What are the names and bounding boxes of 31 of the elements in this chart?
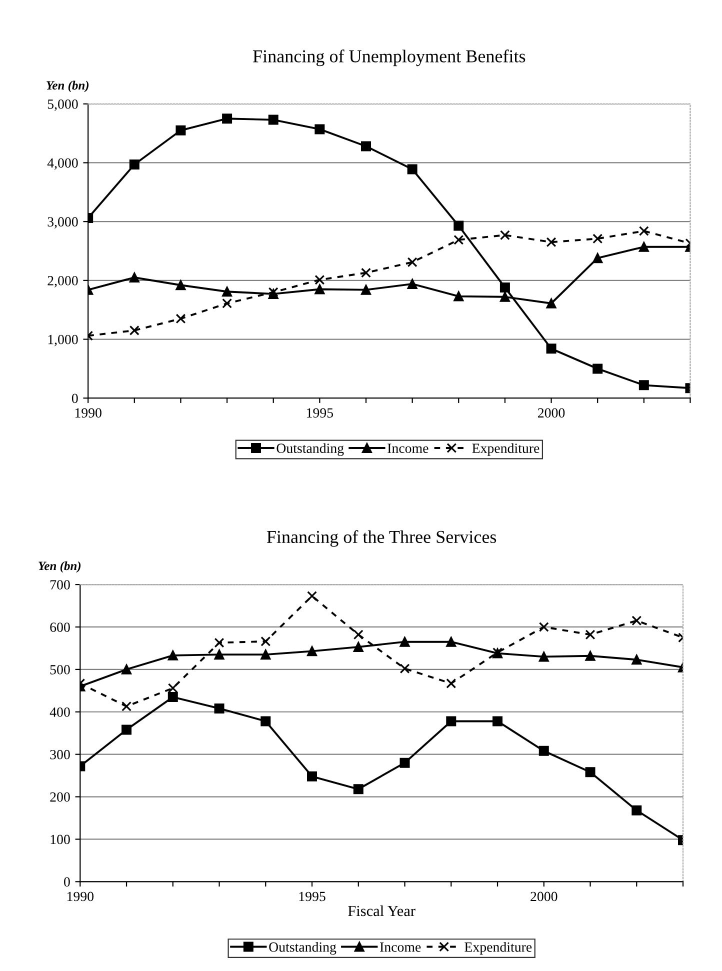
y-tick-label: 1,000	[48, 334, 78, 346]
legend-label: Income	[380, 942, 421, 952]
y-tick-label: 400	[50, 707, 70, 717]
y-tick-label: 100	[50, 834, 70, 844]
x-tick-label: 2000	[530, 892, 558, 902]
y-tick-label: 0	[72, 394, 78, 404]
y-tick-label: 200	[50, 792, 70, 802]
x-tick-label: 1995	[307, 408, 334, 418]
chart-title: Financing of Unemployment Benefits	[253, 50, 526, 66]
legend-label: Expenditure	[472, 443, 540, 456]
y-tick-label: 700	[50, 580, 70, 590]
y-tick-label: 0	[64, 877, 70, 887]
y-axis-title: Yen (bn)	[38, 561, 81, 573]
y-axis-title: Yen (bn)	[46, 80, 89, 92]
y-tick-label: 2,000	[48, 276, 78, 288]
y-tick-label: 300	[50, 750, 70, 760]
legend-label: Expenditure	[464, 942, 532, 955]
x-tick-label: 1990	[67, 892, 94, 902]
x-tick-label: 2000	[538, 408, 565, 418]
chart-title: Financing of the Three Services	[266, 530, 496, 547]
legend-label: Outstanding	[269, 942, 336, 955]
y-tick-label: 600	[50, 622, 70, 632]
x-axis-title: Fiscal Year	[348, 905, 416, 916]
legend-label: Outstanding	[276, 443, 344, 456]
y-tick-label: 500	[50, 665, 70, 674]
y-tick-label: 4,000	[47, 158, 78, 170]
x-tick-label: 1990	[75, 408, 102, 418]
y-tick-label: 3,000	[48, 217, 78, 229]
x-tick-label: 1995	[299, 892, 326, 902]
y-tick-label: 5,000	[48, 99, 78, 111]
legend-label: Income	[388, 444, 428, 453]
